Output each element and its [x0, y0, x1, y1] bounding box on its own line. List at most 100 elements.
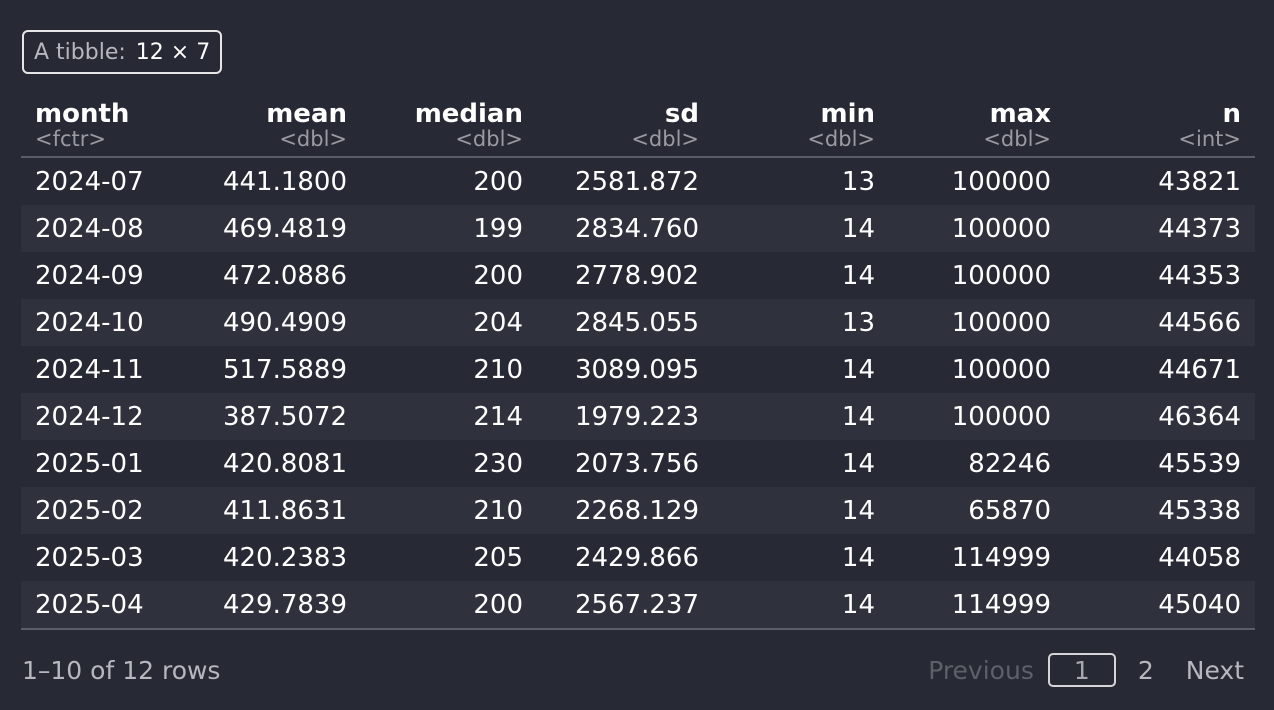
- table-row: 2025-03 420.2383 205 2429.866 14 114999 …: [21, 534, 1255, 581]
- data-table: month <fctr> mean <dbl> median <dbl> sd …: [21, 96, 1255, 630]
- pagination: Previous 1 2 Next: [928, 653, 1244, 687]
- column-header-month[interactable]: month <fctr>: [21, 96, 185, 158]
- column-name: mean: [266, 99, 347, 129]
- tibble-label: A tibble:: [34, 39, 126, 65]
- cell-mean: 387.5072: [222, 401, 347, 432]
- header-row: month <fctr> mean <dbl> median <dbl> sd …: [21, 96, 1255, 158]
- cell-max: 100000: [951, 354, 1051, 385]
- table-row: 2024-11 517.5889 210 3089.095 14 100000 …: [21, 346, 1255, 393]
- cell-mean: 490.4909: [222, 307, 347, 338]
- cell-n: 44373: [1158, 213, 1241, 244]
- table-row: 2024-12 387.5072 214 1979.223 14 100000 …: [21, 393, 1255, 440]
- column-type: <dbl>: [983, 127, 1051, 151]
- cell-n: 44058: [1158, 542, 1241, 573]
- cell-sd: 2581.872: [574, 166, 699, 197]
- tibble-dimensions: 12 × 7: [135, 39, 211, 65]
- cell-max: 114999: [951, 542, 1051, 573]
- cell-max: 65870: [968, 495, 1051, 526]
- cell-mean: 469.4819: [222, 213, 347, 244]
- cell-sd: 2073.756: [574, 448, 699, 479]
- table-row: 2024-10 490.4909 204 2845.055 13 100000 …: [21, 299, 1255, 346]
- next-button[interactable]: Next: [1185, 655, 1244, 685]
- cell-sd: 2268.129: [574, 495, 699, 526]
- column-name: max: [989, 99, 1051, 129]
- cell-month: 2024-09: [35, 260, 144, 291]
- cell-sd: 3089.095: [574, 354, 699, 385]
- cell-max: 114999: [889, 581, 1065, 630]
- cell-min: 14: [841, 448, 875, 479]
- column-header-mean[interactable]: mean <dbl>: [185, 96, 361, 158]
- table-row: 2024-08 469.4819 199 2834.760 14 100000 …: [21, 205, 1255, 252]
- cell-median: 200: [361, 581, 537, 630]
- cell-n: 45040: [1065, 581, 1255, 630]
- column-type: <int>: [1178, 127, 1241, 151]
- cell-median: 214: [473, 401, 523, 432]
- cell-n: 44353: [1158, 260, 1241, 291]
- column-type: <dbl>: [279, 127, 347, 151]
- column-header-n[interactable]: n <int>: [1065, 96, 1255, 158]
- cell-median: 199: [473, 213, 523, 244]
- cell-mean: 411.8631: [222, 495, 347, 526]
- cell-max: 100000: [951, 213, 1051, 244]
- cell-median: 205: [473, 542, 523, 573]
- cell-month: 2024-08: [35, 213, 144, 244]
- cell-median: 230: [473, 448, 523, 479]
- cell-month: 2024-11: [35, 354, 144, 385]
- cell-min: 14: [841, 260, 875, 291]
- column-type: <fctr>: [35, 127, 106, 151]
- cell-min: 14: [841, 213, 875, 244]
- cell-month: 2025-04: [21, 581, 185, 630]
- cell-n: 45539: [1158, 448, 1241, 479]
- cell-max: 82246: [968, 448, 1051, 479]
- cell-median: 200: [473, 260, 523, 291]
- column-name: sd: [664, 99, 699, 129]
- cell-n: 43821: [1158, 166, 1241, 197]
- table-row: 2024-07 441.1800 200 2581.872 13 100000 …: [21, 157, 1255, 205]
- cell-mean: 441.1800: [222, 166, 347, 197]
- table-row: 2025-04 429.7839 200 2567.237 14 114999 …: [21, 581, 1255, 630]
- cell-mean: 420.8081: [222, 448, 347, 479]
- cell-n: 44671: [1158, 354, 1241, 385]
- cell-month: 2025-03: [35, 542, 144, 573]
- column-type: <dbl>: [455, 127, 523, 151]
- cell-min: 14: [841, 495, 875, 526]
- cell-month: 2024-12: [35, 401, 144, 432]
- cell-mean: 420.2383: [222, 542, 347, 573]
- cell-max: 100000: [951, 401, 1051, 432]
- cell-sd: 2567.237: [537, 581, 713, 630]
- previous-button[interactable]: Previous: [928, 655, 1034, 685]
- page-2-button[interactable]: 2: [1137, 655, 1154, 685]
- cell-min: 14: [713, 581, 889, 630]
- cell-mean: 472.0886: [222, 260, 347, 291]
- cell-n: 46364: [1158, 401, 1241, 432]
- cell-min: 14: [841, 542, 875, 573]
- cell-max: 100000: [951, 307, 1051, 338]
- cell-max: 100000: [951, 260, 1051, 291]
- cell-mean: 517.5889: [222, 354, 347, 385]
- column-header-max[interactable]: max <dbl>: [889, 96, 1065, 158]
- cell-median: 210: [473, 354, 523, 385]
- cell-sd: 2845.055: [574, 307, 699, 338]
- cell-mean: 429.7839: [185, 581, 361, 630]
- cell-min: 13: [841, 307, 875, 338]
- cell-sd: 2834.760: [574, 213, 699, 244]
- cell-max: 100000: [951, 166, 1051, 197]
- column-header-sd[interactable]: sd <dbl>: [537, 96, 713, 158]
- cell-sd: 2429.866: [574, 542, 699, 573]
- column-name: n: [1222, 99, 1241, 129]
- page-1-button[interactable]: 1: [1047, 653, 1116, 687]
- table-row: 2025-01 420.8081 230 2073.756 14 82246 4…: [21, 440, 1255, 487]
- column-header-median[interactable]: median <dbl>: [361, 96, 537, 158]
- column-name: min: [820, 99, 875, 129]
- column-name: month: [35, 99, 130, 129]
- column-name: median: [414, 99, 523, 129]
- cell-min: 13: [841, 166, 875, 197]
- column-type: <dbl>: [631, 127, 699, 151]
- cell-median: 210: [473, 495, 523, 526]
- cell-month: 2025-01: [35, 448, 144, 479]
- cell-min: 14: [841, 354, 875, 385]
- column-header-min[interactable]: min <dbl>: [713, 96, 889, 158]
- cell-sd: 2778.902: [574, 260, 699, 291]
- cell-n: 45338: [1158, 495, 1241, 526]
- cell-sd: 1979.223: [574, 401, 699, 432]
